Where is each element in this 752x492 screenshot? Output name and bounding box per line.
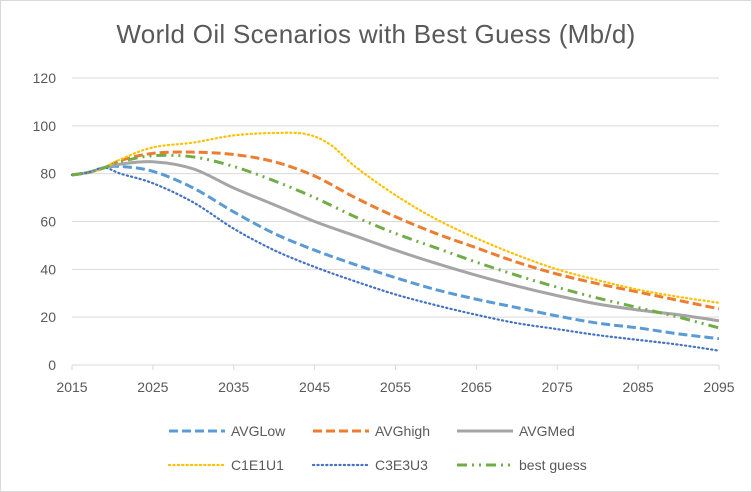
x-tick-label-2075: 2075 (542, 379, 573, 395)
x-tick-label-2065: 2065 (461, 379, 492, 395)
x-tick-label-2095: 2095 (703, 379, 734, 395)
y-tick-label-120: 120 (33, 70, 57, 86)
legend-label-avgmed: AVGMed (519, 423, 575, 439)
x-tick-label-2025: 2025 (137, 379, 168, 395)
series-line-best-guess (71, 153, 720, 330)
legend: AVGLow AVGhigh AVGMed C1E1U1 C3E3U3 best gues… (167, 423, 587, 473)
legend-label-c1e1u1: C1E1U1 (231, 457, 284, 473)
legend-label-c3e3u3: C3E3U3 (375, 457, 428, 473)
legend-label-avglow: AVGLow (231, 423, 286, 439)
legend-label-avghigh: AVGhigh (375, 423, 430, 439)
x-tick-label-2035: 2035 (218, 379, 249, 395)
series-line-avghigh (71, 150, 720, 311)
x-tick-label-2015: 2015 (56, 379, 87, 395)
axes: 0 20 40 60 80 100 120 2015 2025 2035 2045 2055 2065 2… (33, 70, 735, 395)
y-tick-label-100: 100 (33, 118, 57, 134)
y-tick-label-60: 60 (40, 214, 56, 230)
gridlines (72, 77, 719, 318)
y-tick-label-40: 40 (40, 261, 56, 277)
series-lines (70, 131, 721, 352)
x-tick-label-2045: 2045 (299, 379, 330, 395)
series-line-c3e3u3 (70, 166, 721, 352)
legend-label-best-guess: best guess (519, 457, 587, 473)
series-line-avglow (71, 164, 720, 341)
chart-title: World Oil Scenarios with Best Guess (Mb/… (116, 19, 636, 49)
x-tick-label-2055: 2055 (380, 379, 411, 395)
y-tick-label-0: 0 (48, 357, 56, 373)
y-tick-label-80: 80 (40, 166, 56, 182)
x-tick-label-2085: 2085 (623, 379, 654, 395)
series-line-c1e1u1 (70, 131, 721, 304)
series-line-avgmed (71, 160, 720, 323)
y-tick-label-20: 20 (40, 309, 56, 325)
